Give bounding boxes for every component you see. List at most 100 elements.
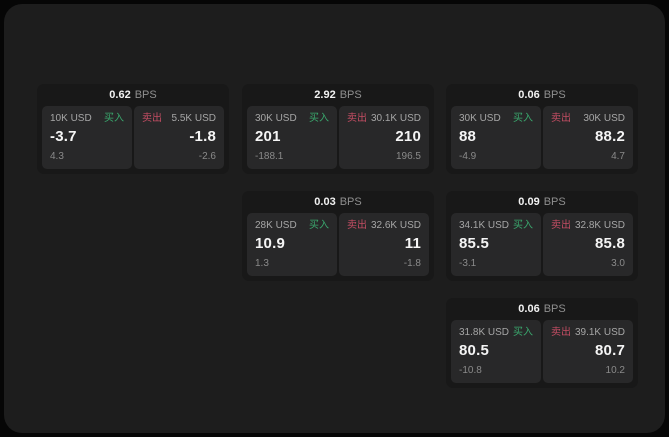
sell-label-row: 卖出 39.1K USD: [551, 326, 625, 339]
sell-quote-panel[interactable]: 卖出 32.8K USD 85.8 3.0: [543, 213, 633, 276]
buy-size-label: 34.1K USD: [459, 220, 510, 231]
bps-value: 0.06: [518, 303, 540, 315]
buy-price: -3.7: [50, 128, 77, 145]
buy-price: 85.5: [459, 235, 489, 252]
buy-tag: 买入: [513, 327, 533, 338]
quote-card: 2.92 BPS 30K USD 买入 201 -188.1 卖出 30.1K …: [242, 84, 434, 174]
sell-label-row: 卖出 32.6K USD: [347, 219, 421, 232]
quote-body: 30K USD 买入 88 -4.9 卖出 30K USD 88.2 4.7: [451, 106, 633, 169]
bps-unit-label: BPS: [134, 89, 157, 101]
buy-quote-panel[interactable]: 28K USD 买入 10.9 1.3: [247, 213, 337, 276]
sell-tag: 卖出: [551, 220, 571, 231]
buy-sub-value: 4.3: [50, 151, 64, 162]
sell-size-label: 32.6K USD: [370, 220, 421, 231]
sell-tag: 卖出: [551, 113, 571, 124]
sell-sub-value: -2.6: [198, 151, 216, 162]
buy-tag: 买入: [104, 113, 124, 124]
sell-quote-panel[interactable]: 卖出 32.6K USD 11 -1.8: [339, 213, 429, 276]
sell-label-row: 卖出 5.5K USD: [142, 112, 216, 125]
quote-card: 0.62 BPS 10K USD 买入 -3.7 4.3 卖出 5.5K USD: [37, 84, 229, 174]
buy-quote-panel[interactable]: 10K USD 买入 -3.7 4.3: [42, 106, 132, 169]
bps-value: 0.03: [314, 196, 336, 208]
quote-card: 0.06 BPS 31.8K USD 买入 80.5 -10.8 卖出 39.1…: [446, 298, 638, 388]
sell-size-label: 39.1K USD: [574, 327, 625, 338]
buy-price: 201: [255, 128, 281, 145]
buy-label-row: 28K USD 买入: [255, 219, 329, 232]
sell-price: 80.7: [595, 342, 625, 359]
quote-body: 30K USD 买入 201 -188.1 卖出 30.1K USD 210 1…: [247, 106, 429, 169]
buy-size-label: 10K USD: [50, 113, 92, 124]
buy-sub-value: 1.3: [255, 258, 269, 269]
buy-tag: 买入: [513, 113, 533, 124]
quote-body: 31.8K USD 买入 80.5 -10.8 卖出 39.1K USD 80.…: [451, 320, 633, 383]
buy-size-label: 30K USD: [459, 113, 501, 124]
buy-label-row: 30K USD 买入: [459, 112, 533, 125]
sell-size-label: 30K USD: [583, 113, 625, 124]
buy-sub-value: -10.8: [459, 365, 482, 376]
quote-body: 34.1K USD 买入 85.5 -3.1 卖出 32.8K USD 85.8…: [451, 213, 633, 276]
bps-unit-label: BPS: [543, 303, 566, 315]
sell-tag: 卖出: [347, 220, 367, 231]
sell-tag: 卖出: [551, 327, 571, 338]
buy-quote-panel[interactable]: 34.1K USD 买入 85.5 -3.1: [451, 213, 541, 276]
buy-sub-value: -3.1: [459, 258, 477, 269]
bps-value: 0.06: [518, 89, 540, 101]
bps-value: 0.09: [518, 196, 540, 208]
buy-quote-panel[interactable]: 30K USD 买入 88 -4.9: [451, 106, 541, 169]
buy-price: 88: [459, 128, 477, 145]
bps-header: 0.06 BPS: [451, 298, 633, 320]
bps-unit-label: BPS: [339, 89, 362, 101]
bps-header: 0.03 BPS: [247, 191, 429, 213]
sell-label-row: 卖出 30.1K USD: [347, 112, 421, 125]
bps-unit-label: BPS: [543, 196, 566, 208]
sell-label-row: 卖出 30K USD: [551, 112, 625, 125]
quote-card: 0.09 BPS 34.1K USD 买入 85.5 -3.1 卖出 32.8K…: [446, 191, 638, 281]
sell-tag: 卖出: [347, 113, 367, 124]
buy-label-row: 34.1K USD 买入: [459, 219, 533, 232]
bps-header: 2.92 BPS: [247, 84, 429, 106]
sell-quote-panel[interactable]: 卖出 39.1K USD 80.7 10.2: [543, 320, 633, 383]
buy-tag: 买入: [513, 220, 533, 231]
buy-tag: 买入: [309, 113, 329, 124]
bps-header: 0.06 BPS: [451, 84, 633, 106]
bps-value: 0.62: [109, 89, 131, 101]
sell-quote-panel[interactable]: 卖出 30K USD 88.2 4.7: [543, 106, 633, 169]
bps-value: 2.92: [314, 89, 336, 101]
bps-header: 0.62 BPS: [42, 84, 224, 106]
buy-quote-panel[interactable]: 30K USD 买入 201 -188.1: [247, 106, 337, 169]
sell-price: 88.2: [595, 128, 625, 145]
buy-price: 80.5: [459, 342, 489, 359]
sell-tag: 卖出: [142, 113, 162, 124]
buy-tag: 买入: [309, 220, 329, 231]
buy-label-row: 10K USD 买入: [50, 112, 124, 125]
buy-sub-value: -4.9: [459, 151, 477, 162]
sell-quote-panel[interactable]: 卖出 5.5K USD -1.8 -2.6: [134, 106, 224, 169]
sell-quote-panel[interactable]: 卖出 30.1K USD 210 196.5: [339, 106, 429, 169]
sell-size-label: 30.1K USD: [370, 113, 421, 124]
main-panel: 0.62 BPS 10K USD 买入 -3.7 4.3 卖出 5.5K USD: [4, 4, 665, 433]
sell-price: 210: [395, 128, 421, 145]
bps-header: 0.09 BPS: [451, 191, 633, 213]
buy-label-row: 31.8K USD 买入: [459, 326, 533, 339]
sell-label-row: 卖出 32.8K USD: [551, 219, 625, 232]
buy-label-row: 30K USD 买入: [255, 112, 329, 125]
bps-unit-label: BPS: [339, 196, 362, 208]
buy-price: 10.9: [255, 235, 285, 252]
sell-sub-value: -1.8: [403, 258, 421, 269]
quote-body: 10K USD 买入 -3.7 4.3 卖出 5.5K USD -1.8 -2.…: [42, 106, 224, 169]
buy-size-label: 28K USD: [255, 220, 297, 231]
buy-quote-panel[interactable]: 31.8K USD 买入 80.5 -10.8: [451, 320, 541, 383]
bps-unit-label: BPS: [543, 89, 566, 101]
sell-price: -1.8: [189, 128, 216, 145]
buy-sub-value: -188.1: [255, 151, 284, 162]
sell-sub-value: 3.0: [611, 258, 625, 269]
buy-size-label: 31.8K USD: [459, 327, 510, 338]
sell-sub-value: 196.5: [395, 151, 421, 162]
quote-body: 28K USD 买入 10.9 1.3 卖出 32.6K USD 11 -1.8: [247, 213, 429, 276]
sell-price: 85.8: [595, 235, 625, 252]
sell-sub-value: 10.2: [605, 365, 625, 376]
quote-card: 0.06 BPS 30K USD 买入 88 -4.9 卖出 30K USD: [446, 84, 638, 174]
sell-price: 11: [404, 235, 421, 252]
quote-card: 0.03 BPS 28K USD 买入 10.9 1.3 卖出 32.6K US…: [242, 191, 434, 281]
